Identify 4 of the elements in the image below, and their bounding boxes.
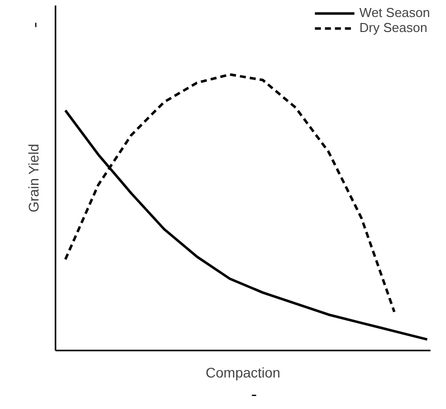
- legend-label: Dry Season: [359, 20, 428, 35]
- legend-label: Wet Season: [359, 5, 430, 20]
- x-axis-title: Compaction: [206, 364, 280, 380]
- y-axis-title: Grain Yield: [26, 144, 42, 212]
